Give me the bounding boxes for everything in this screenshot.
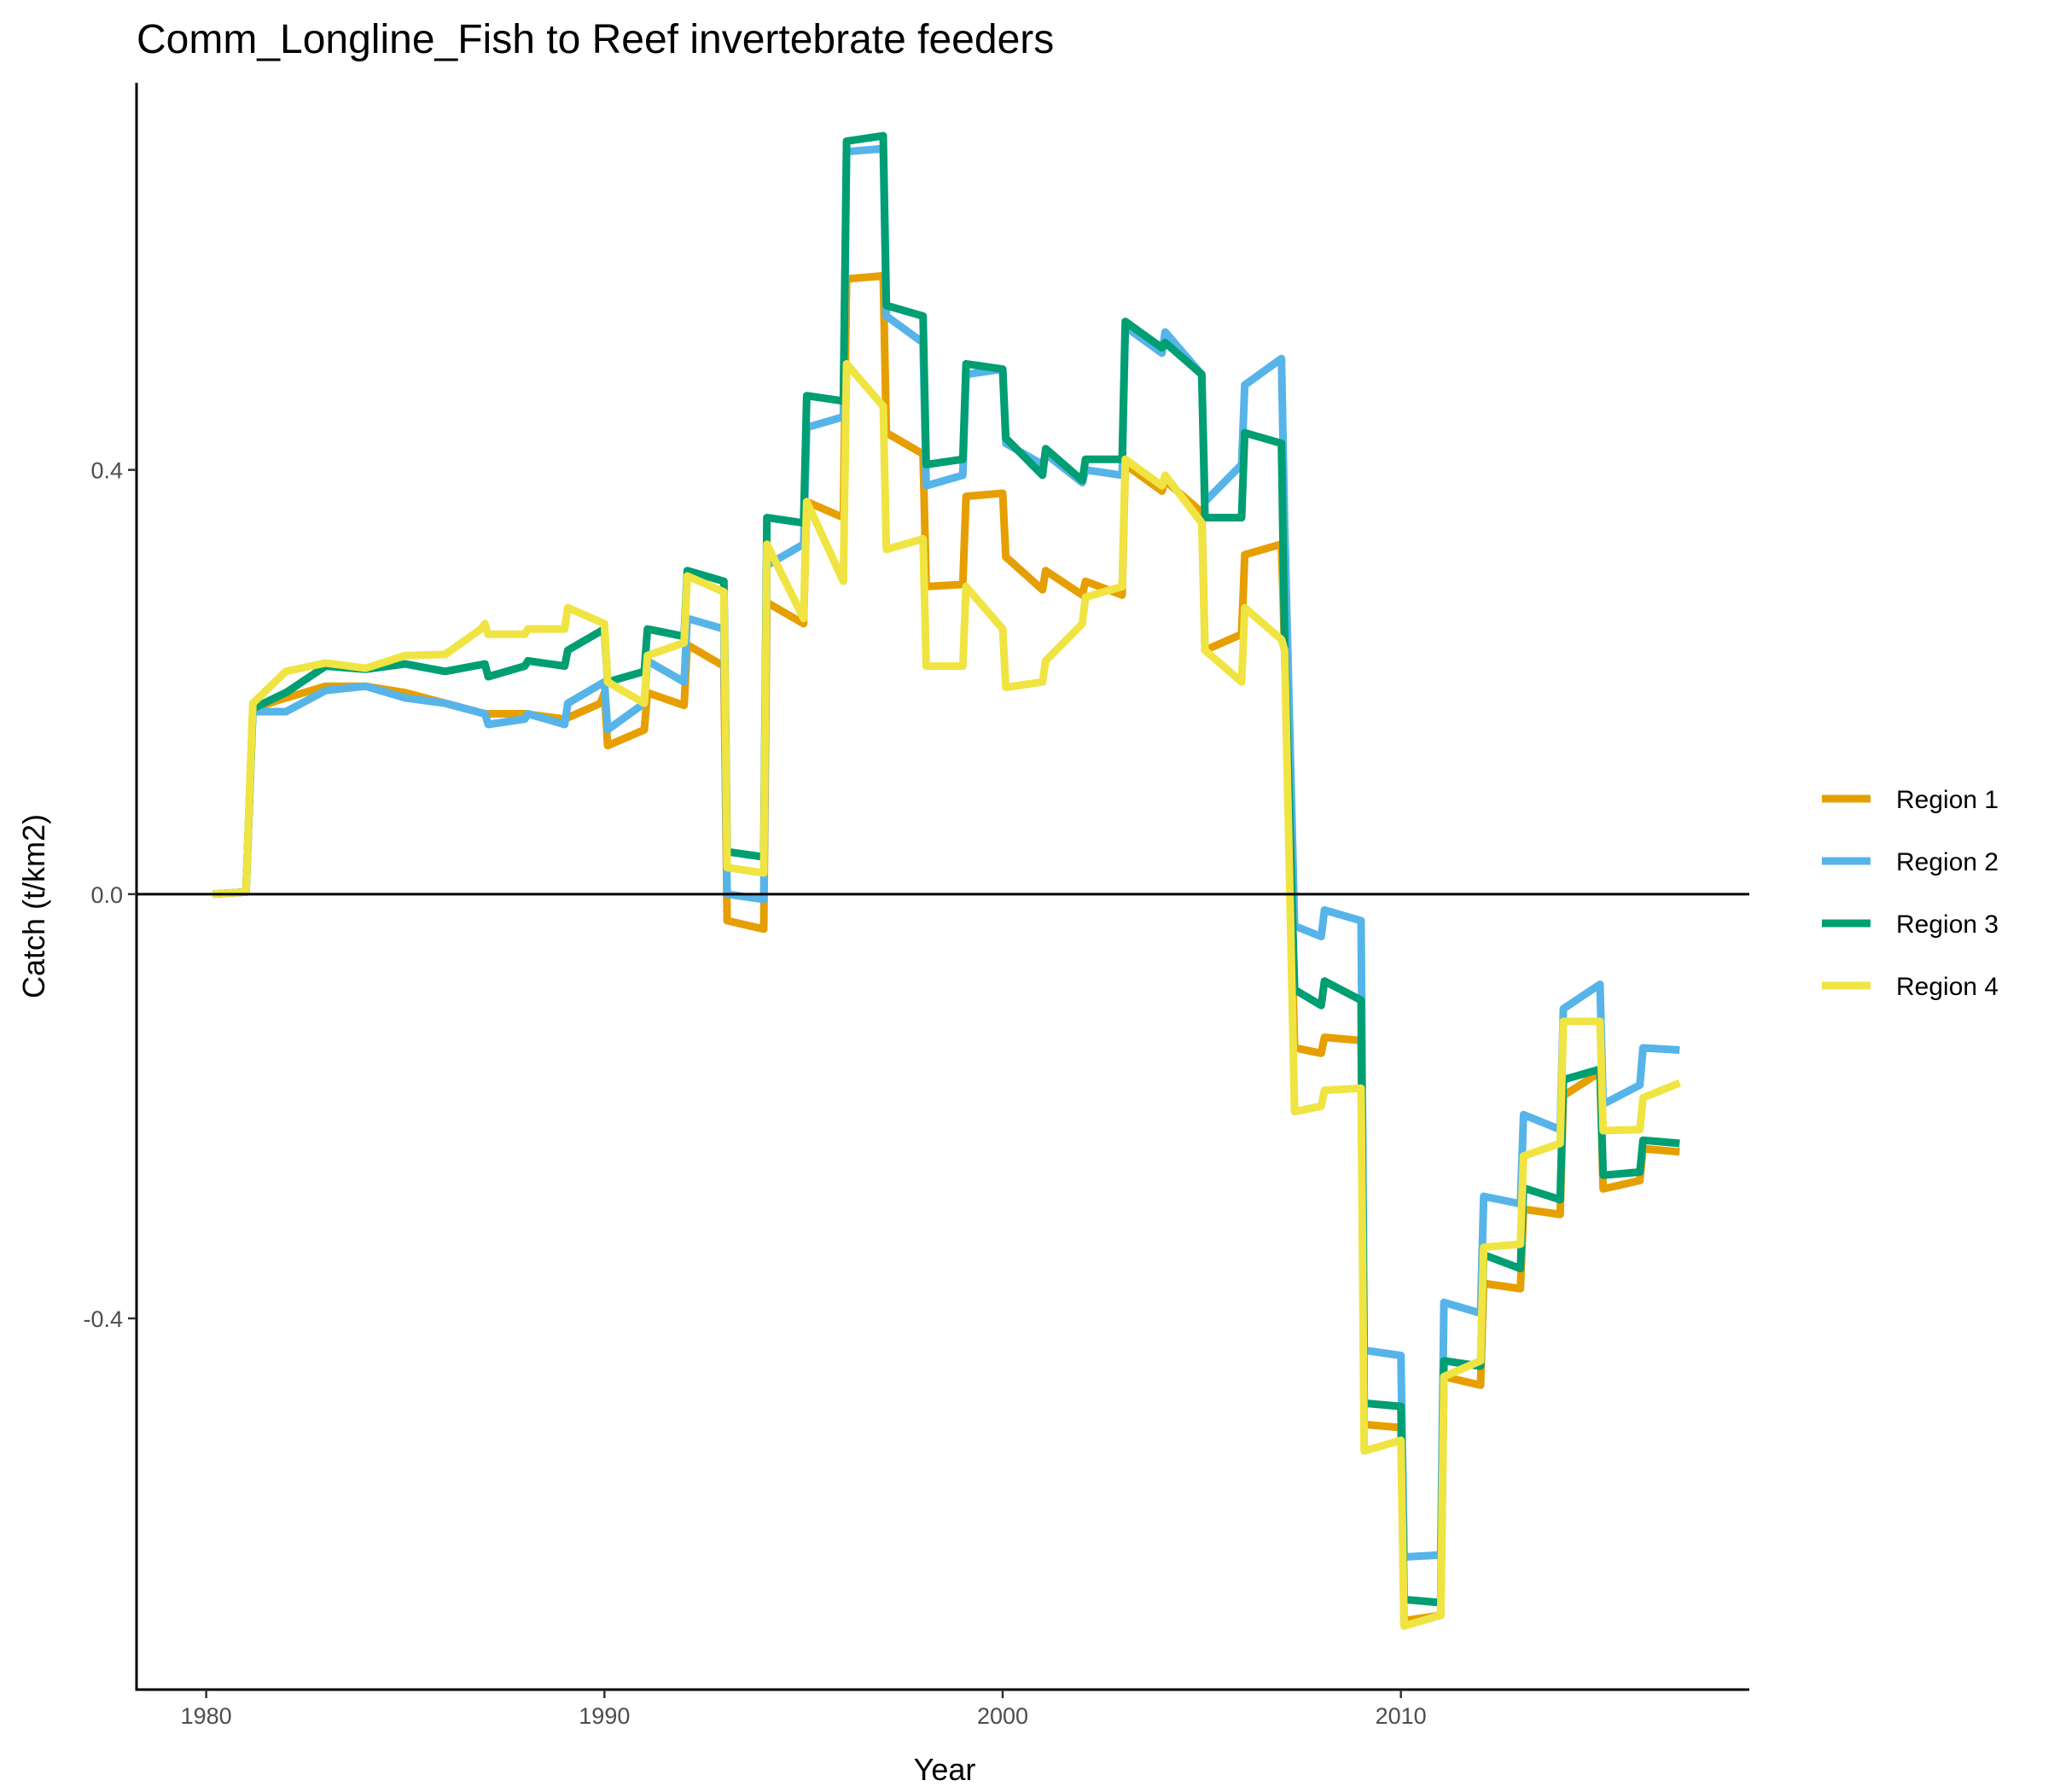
legend-label-region-3: Region 3 <box>1896 911 1999 939</box>
y-tick-label: -0.4 <box>83 1306 123 1332</box>
x-tick-label: 2010 <box>1376 1703 1427 1729</box>
chart-title: Comm_Longline_Fish to Reef invertebrate … <box>137 17 1054 62</box>
series-layer <box>212 131 1681 1630</box>
x-axis-ticks: 1980 1990 2000 2010 <box>181 1690 1427 1729</box>
y-tick-label: 0.4 <box>90 458 123 484</box>
y-axis-ticks: -0.4 0.0 0.4 <box>83 458 137 1332</box>
x-tick-label: 1980 <box>181 1703 232 1729</box>
plot-area <box>137 131 1749 1630</box>
legend-label-region-1: Region 1 <box>1896 786 1999 814</box>
legend-label-region-2: Region 2 <box>1896 848 1999 876</box>
legend-label-region-4: Region 4 <box>1896 973 1999 1001</box>
legend: Region 1 Region 2 Region 3 Region 4 <box>1822 786 1999 1001</box>
y-tick-label: 0.0 <box>90 882 123 908</box>
x-tick-label: 2000 <box>977 1703 1028 1729</box>
x-tick-label: 1990 <box>579 1703 630 1729</box>
series-line-region-4 <box>212 359 1681 1630</box>
x-axis-title: Year <box>914 1752 976 1787</box>
y-axis-title: Catch (t/km2) <box>16 814 51 998</box>
